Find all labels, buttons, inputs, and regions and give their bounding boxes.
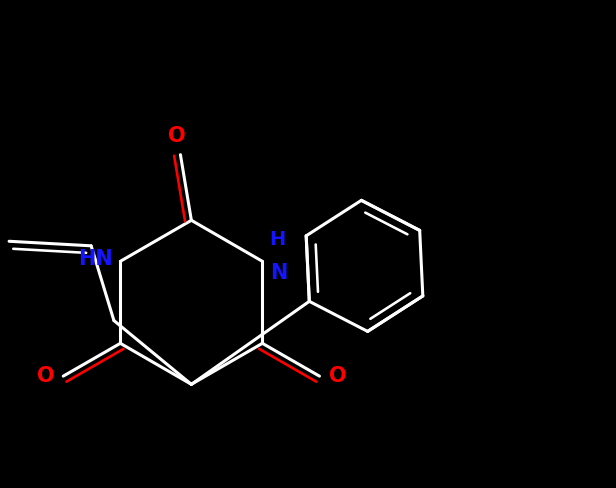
Text: N: N	[270, 263, 287, 283]
Text: HN: HN	[78, 249, 113, 269]
Text: O: O	[168, 125, 185, 145]
Text: O: O	[328, 366, 346, 386]
Text: H: H	[270, 229, 286, 248]
Text: O: O	[36, 366, 54, 386]
